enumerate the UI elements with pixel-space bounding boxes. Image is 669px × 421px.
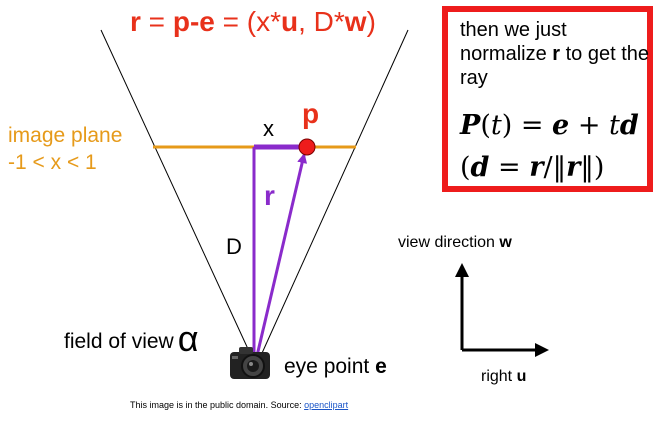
title-e: e [199,6,215,37]
title-comma: , D* [298,6,345,37]
f1-t: t [490,110,502,141]
view-direction-text: view direction [398,234,495,251]
title-eq1: = [140,6,173,37]
x-label: x [263,116,274,141]
f1-P: P [460,110,481,141]
note-line-before: then we just normalize [460,19,567,65]
image-plane-label: image plane -1 < x < 1 [8,122,122,176]
note-text: then we just normalize r to get the ray [460,18,650,90]
camera-icon [230,347,270,379]
r-label: r [264,180,275,211]
w-symbol: w [499,234,512,251]
ray-equation-title: r = p-e = (x*u, D*w) [130,6,376,38]
eye-point-label: eye point e [284,355,387,379]
frustum-left-edge [100,29,255,363]
alpha-symbol: α [177,318,199,359]
p-label: p [302,98,320,129]
note-line-after: to get the ray [460,43,650,89]
f2-r2: r [566,152,581,183]
f1-e: e [552,110,570,141]
normalize-note-box: then we just normalize r to get the ray … [442,6,653,192]
image-credit: This image is in the public domain. Sour… [130,400,348,410]
d-label: D [226,234,242,259]
f2-r: r [529,152,544,183]
title-u: u [280,6,299,37]
f1-plus: + [569,110,610,141]
eye-point-text: eye point [284,355,370,378]
f2-d: d [470,152,490,183]
title-minus: - [189,6,200,37]
point-p [298,138,316,156]
view-direction-label: view direction w [398,234,512,252]
fov-text: field of view [64,330,174,353]
note-bold-r: r [552,43,561,65]
eye-symbol: e [375,355,387,378]
title-p: p [172,6,190,37]
image-plane-text: image plane [8,124,123,147]
title-eq2: = (x* [214,6,281,37]
title-close: ) [366,6,376,37]
f1-t2: t [609,110,620,141]
right-direction-label: right u [481,368,526,386]
r-vector-arrow [254,153,308,361]
openclipart-link[interactable]: openclipart [304,400,349,410]
right-text: right [481,368,513,385]
image-plane-range: -1 < x < 1 [8,151,97,174]
f1-open: ( [480,110,491,141]
f1-d: d [619,110,639,141]
u-symbol: u [516,368,527,385]
f2-open: ( [460,152,471,183]
title-r: r [130,6,141,37]
field-of-view-label: field of view α [64,318,199,360]
frustum-right-edge [257,29,409,363]
credit-text: This image is in the public domain. Sour… [130,400,305,410]
direction-formula: (d = r/‖r‖) [460,152,604,183]
title-w: w [344,6,367,37]
f2-slash: /‖ [543,152,567,183]
f1-eq: ) = [501,110,553,141]
ray-formula: P(t) = e + td [460,110,639,141]
f2-eq: = [489,152,530,183]
f2-close: ‖) [580,152,605,183]
